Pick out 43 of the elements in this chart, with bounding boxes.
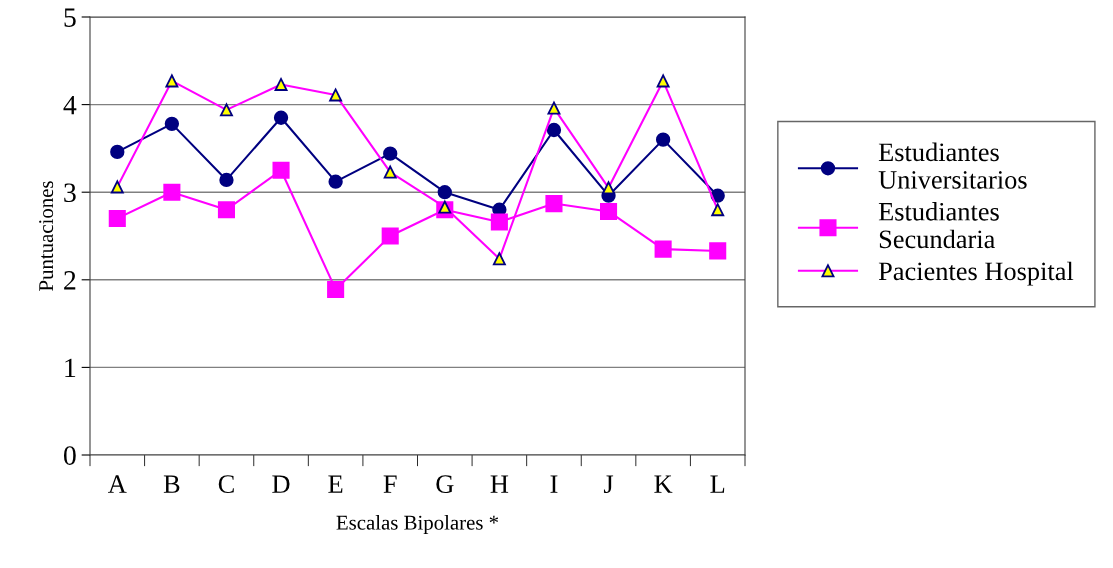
point: [272, 161, 290, 179]
y-tick-label: 4: [63, 95, 77, 115]
y-tick-label: 3: [64, 183, 76, 203]
point: [327, 280, 345, 298]
point: [437, 185, 452, 200]
point: [110, 144, 125, 160]
point: [328, 174, 343, 189]
x-tick-label: A: [108, 475, 127, 493]
x-tick-label: J: [603, 475, 614, 494]
y-tick-label: 5: [64, 8, 76, 27]
x-tick-label: G: [436, 475, 454, 494]
point: [709, 242, 727, 260]
legend-label: Pacientes Hospital: [878, 261, 1074, 286]
x-tick-label: L: [710, 475, 725, 493]
x-tick-label: B: [163, 475, 180, 493]
legend-label: Estudiantes Universitarios: [878, 142, 1027, 189]
point: [108, 209, 126, 228]
point: [381, 227, 399, 245]
x-tick-label: E: [328, 475, 343, 493]
point: [164, 116, 180, 132]
point: [545, 195, 563, 213]
point: [163, 183, 181, 201]
point: [217, 201, 236, 219]
point: [654, 240, 672, 258]
y-tick-label: 2: [64, 271, 76, 290]
x-tick-label: K: [654, 475, 673, 493]
x-tick-label: D: [272, 475, 290, 493]
point: [273, 110, 289, 125]
x-tick-label: F: [383, 475, 397, 493]
x-axis-title: Escalas Bipolares *: [336, 515, 499, 534]
y-tick-label: 1: [65, 358, 76, 378]
x-tick-label: C: [218, 475, 234, 494]
x-tick-label: I: [550, 475, 558, 493]
point: [490, 213, 508, 231]
x-tick-label: H: [490, 475, 509, 493]
y-axis-title: Puntuaciones: [39, 181, 54, 291]
point: [219, 172, 234, 188]
point: [383, 146, 398, 161]
legend-label: Estudiantes Secundaria: [878, 202, 999, 249]
point: [655, 132, 671, 147]
point: [599, 202, 618, 221]
point: [546, 122, 562, 138]
y-tick-label: 0: [63, 446, 76, 465]
